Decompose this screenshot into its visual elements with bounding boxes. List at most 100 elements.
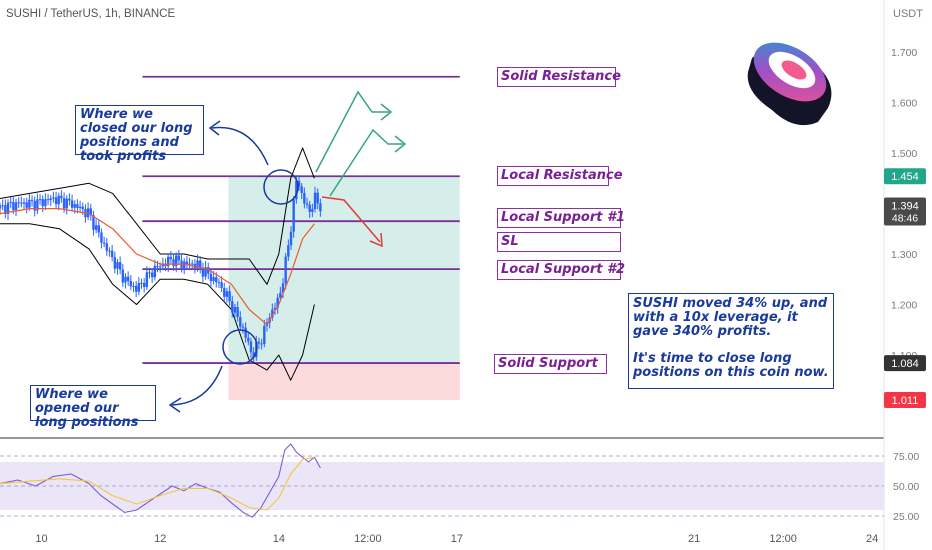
currency-label: USDT (893, 8, 923, 20)
candle-body (249, 341, 253, 353)
candle-body (38, 199, 42, 201)
symbol-title: SUSHI / TetherUS, 1h, BINANCE (6, 8, 175, 20)
candle-body (70, 200, 74, 208)
candle-body (33, 200, 36, 211)
sushi-logo-fish (781, 60, 807, 80)
solid-resistance-text: Solid Resistance (501, 69, 621, 84)
candle-body (22, 202, 26, 204)
rsi-ma-line (0, 456, 315, 511)
candle-body (65, 198, 68, 209)
local-support-2-text: Local Support #2 (501, 262, 626, 277)
candle-body (319, 203, 322, 212)
candle-body (236, 307, 239, 318)
candle-body (1, 205, 4, 207)
candle-body (257, 341, 261, 344)
candle-body (108, 250, 111, 252)
x-tick-label: 12:00 (354, 533, 382, 545)
entry-curve-arrowhead (168, 397, 182, 413)
candle-body (28, 199, 31, 208)
candle-body (311, 208, 314, 212)
price-badge-3 (884, 391, 926, 408)
candle-body (295, 180, 298, 200)
candle-body (124, 276, 127, 283)
candle-body (44, 199, 47, 207)
exit-circle (263, 169, 299, 205)
x-tick-label: 12 (154, 533, 166, 545)
candle-body (142, 282, 146, 287)
candle-body (204, 267, 207, 277)
summary-text-2: It's time to close long positions on thi… (633, 351, 829, 380)
entry-curve-arrow (171, 365, 223, 406)
y-tick-label: 1.500 (891, 148, 917, 160)
local-resistance-label: Local Resistance (497, 166, 623, 186)
x-tick-label: 17 (451, 533, 463, 545)
price-badge-2 (884, 355, 926, 372)
candle-body (273, 307, 277, 310)
projection-up-arrow-2 (329, 128, 403, 197)
candle-body (209, 273, 213, 282)
candle-body (68, 198, 71, 201)
summary-text-1: SUSHI moved 34% up, and with a 10x lever… (633, 296, 828, 339)
local-support-1-text: Local Support #1 (501, 210, 626, 225)
bollinger-lower-line (0, 223, 315, 381)
candle-body (153, 265, 157, 278)
price-badge-value: 1.011 (892, 395, 919, 407)
candle-body (52, 197, 55, 199)
closed-positions-note: Where we closed our long positions and t… (75, 105, 204, 164)
candle-body (241, 326, 245, 328)
candle-body (97, 225, 100, 233)
candle-body (12, 201, 15, 211)
candle-body (287, 245, 290, 257)
projection-down-arrow (321, 196, 381, 243)
candle-body (284, 256, 287, 284)
solid-support-text: Solid Support (498, 356, 598, 371)
candle-body (289, 231, 293, 246)
candle-body (252, 352, 255, 358)
price-badge-value: 1.454 (891, 171, 919, 183)
candle-body (73, 204, 76, 208)
candle-body (110, 250, 114, 258)
price-badge-countdown: 48:46 (892, 213, 918, 225)
candle-body (140, 282, 143, 284)
candle-body (303, 192, 306, 204)
sl-text: SL (501, 234, 519, 249)
candle-body (76, 204, 79, 208)
candle-body (62, 198, 66, 209)
candle-body (215, 277, 218, 283)
candle-body (0, 205, 2, 209)
sushi-logo (747, 42, 832, 126)
candle-body (92, 215, 95, 230)
entry-circle (222, 329, 258, 365)
x-tick-label: 21 (688, 533, 700, 545)
candle-body (316, 192, 319, 204)
candle-body (126, 276, 130, 281)
y-tick-label: 1.300 (891, 249, 917, 261)
candle-body (54, 197, 58, 205)
candle-body (9, 201, 12, 203)
candle-body (148, 272, 151, 274)
candle-body (81, 206, 84, 210)
candle-body (145, 272, 149, 287)
candle-body (175, 255, 178, 267)
price-badge-value: 1.394 (891, 201, 919, 213)
candle-body (100, 232, 103, 243)
candle-body (292, 199, 295, 232)
candle-body (313, 192, 317, 209)
candle-body (20, 202, 23, 204)
candle-body (263, 325, 266, 345)
candle-body (113, 257, 117, 269)
candle-body (89, 208, 92, 216)
candle-body (177, 255, 181, 261)
candle-body (14, 202, 18, 211)
candle-body (4, 205, 7, 214)
candle-body (231, 301, 234, 313)
candle-body (78, 206, 82, 208)
summary-note: SUSHI moved 34% up, and with a 10x lever… (628, 293, 834, 389)
local-resistance-text: Local Resistance (501, 168, 623, 183)
sl-label: SL (497, 232, 621, 252)
moving-average-line (0, 208, 315, 326)
rsi-tick-label: 25.00 (893, 511, 919, 523)
candle-body (46, 199, 50, 201)
